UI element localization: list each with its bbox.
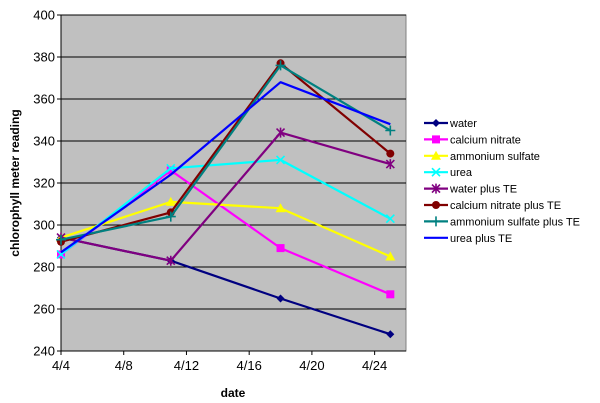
legend-entry: water xyxy=(424,118,477,130)
series-lines xyxy=(56,59,396,339)
series-line xyxy=(60,64,391,241)
series-water-plus-TE xyxy=(56,127,395,266)
x-tick-label: 4/12 xyxy=(174,358,199,373)
legend-marker xyxy=(432,201,440,209)
y-tick-labels: 240 260 280 300 320 340 360 380 400 xyxy=(33,8,55,359)
axes xyxy=(57,14,406,355)
data-point xyxy=(385,159,395,170)
y-tick-label: 280 xyxy=(33,260,55,275)
data-point xyxy=(385,251,396,261)
x-tick-label: 4/4 xyxy=(52,358,70,373)
x-tick-label: 4/8 xyxy=(115,358,133,373)
series-ammonium-sulfate-plus-TE xyxy=(56,60,396,245)
y-axis-title: chlorophyll meter reading xyxy=(8,109,22,256)
series-line xyxy=(60,131,391,262)
x-tick-labels: 4/4 4/8 4/12 4/16 4/20 4/24 xyxy=(52,358,387,373)
y-tick-label: 260 xyxy=(33,302,55,317)
x-axis-title: date xyxy=(221,386,246,400)
series-line xyxy=(60,158,391,256)
y-tick-label: 400 xyxy=(33,8,55,23)
legend-label: ammonium sulfate xyxy=(450,151,540,163)
data-point xyxy=(56,234,66,245)
legend-entry: water plus TE xyxy=(424,183,517,196)
x-tick-label: 4/24 xyxy=(362,358,387,373)
data-point xyxy=(385,125,396,136)
series-line xyxy=(60,200,391,258)
y-tick-label: 380 xyxy=(33,50,55,65)
legend-entry: ammonium sulfate xyxy=(424,150,540,163)
gridlines xyxy=(61,14,406,310)
data-point xyxy=(165,211,176,222)
y-tick-label: 240 xyxy=(33,344,55,359)
data-point xyxy=(385,214,395,224)
data-point xyxy=(166,255,176,266)
y-tick-label: 340 xyxy=(33,134,55,149)
legend-entry: urea plus TE xyxy=(424,233,512,245)
series-urea-plus-TE xyxy=(60,81,391,254)
legend-entry: calcium nitrate plus TE xyxy=(424,200,561,212)
legend-marker xyxy=(432,119,440,127)
series-urea xyxy=(56,155,395,259)
legend-marker xyxy=(431,183,441,194)
legend-entry: urea xyxy=(424,167,473,179)
y-tick-label: 360 xyxy=(33,92,55,107)
legend-label: ammonium sulfate plus TE xyxy=(450,216,580,228)
series-line xyxy=(60,81,391,254)
legend-label: urea xyxy=(450,167,473,179)
legend-marker xyxy=(431,167,441,177)
data-point xyxy=(166,166,175,175)
data-point xyxy=(386,149,395,158)
legend-label: urea plus TE xyxy=(450,233,512,245)
data-point xyxy=(386,330,395,339)
data-point xyxy=(165,196,176,206)
x-tick-label: 4/20 xyxy=(299,358,324,373)
legend-label: calcium nitrate xyxy=(450,134,521,146)
data-point xyxy=(275,155,286,165)
legend-label: water xyxy=(449,118,477,130)
y-tick-label: 300 xyxy=(33,218,55,233)
x-tick-label: 4/16 xyxy=(237,358,262,373)
legend-entry: ammonium sulfate plus TE xyxy=(424,216,580,228)
legend-marker xyxy=(431,216,441,227)
legend-marker xyxy=(431,150,441,160)
data-point xyxy=(275,203,286,213)
data-point xyxy=(275,127,286,138)
data-point xyxy=(386,290,395,299)
data-point xyxy=(276,244,285,253)
legend-marker xyxy=(432,135,440,144)
legend-label: calcium nitrate plus TE xyxy=(450,200,561,212)
data-point xyxy=(276,294,285,303)
legend-entry: calcium nitrate xyxy=(424,134,521,146)
y-tick-label: 320 xyxy=(33,176,55,191)
data-point xyxy=(275,60,286,71)
legend: water calcium nitrate ammonium sulfate urea… xyxy=(424,118,580,245)
legend-label: water plus TE xyxy=(449,184,517,196)
